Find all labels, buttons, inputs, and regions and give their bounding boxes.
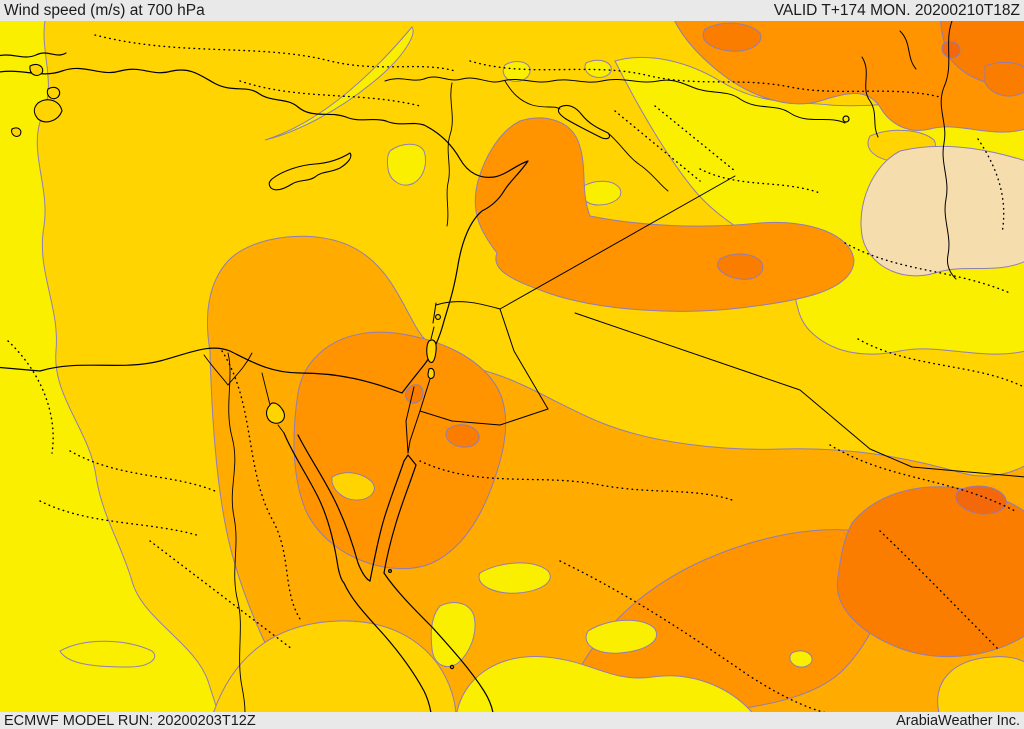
- contour-fill-yellow-patch: [580, 180, 622, 206]
- border-syria-jordan: [435, 301, 501, 310]
- border-iraq-jordan: [499, 175, 736, 310]
- contour-fill-layers: [0, 21, 1024, 712]
- contour-fill-yellow-wedge: [264, 26, 414, 141]
- contour-fill-yellow-patch: [386, 143, 427, 186]
- dotted-contour-lines: [7, 34, 1024, 712]
- contour-fill-yellow-bottom: [456, 656, 753, 712]
- river-euphrates: [607, 132, 669, 192]
- model-run-label: ECMWF MODEL RUN: 20200203T12Z: [4, 712, 256, 729]
- contour-fill-yellow-patch: [584, 59, 612, 78]
- contour-fill-yellow-finger: [59, 640, 156, 668]
- contour-fill-yellow-patch: [502, 61, 531, 82]
- attribution-label: ArabiaWeather Inc.: [896, 712, 1020, 729]
- contour-fill-deep-orange-core: [836, 486, 1024, 657]
- lake-galilee: [435, 314, 441, 320]
- coastline-aqaba-head: [403, 454, 417, 466]
- contour-fill-yellow-blob: [585, 619, 658, 654]
- border-saudi-iraq: [574, 312, 1024, 478]
- suez-canal: [277, 424, 285, 434]
- border-jordan-east: [499, 308, 549, 410]
- island: [388, 568, 393, 573]
- contour-fill-yellow-northeast: [614, 56, 1024, 355]
- contour-fill-deep-orange-ne: [702, 22, 762, 52]
- contour-fill-orange-sinai-core: [293, 331, 507, 570]
- map-title: Wind speed (m/s) at 700 hPa: [4, 1, 205, 19]
- info-bar: ECMWF MODEL RUN: 20200203T12Z ArabiaWeat…: [0, 712, 1024, 729]
- map-canvas: [0, 21, 1024, 712]
- border-jordan-saudi-south: [419, 408, 549, 426]
- lake: [842, 115, 850, 123]
- contour-fill-yellow-blob: [478, 562, 551, 594]
- coastline-red-sea-west: [343, 582, 432, 712]
- river-orontes: [446, 82, 453, 227]
- contour-fill-core-orange-ne: [941, 40, 961, 59]
- island: [33, 99, 63, 123]
- contour-fill-deep-orange-ne: [984, 61, 1024, 97]
- contour-fill-deep-orange-blob: [717, 253, 764, 280]
- rivers: [203, 80, 669, 712]
- lake-dead-sea: [426, 339, 437, 364]
- island: [11, 127, 22, 137]
- island-cyprus: [268, 152, 352, 191]
- border-turkey-iran: [940, 21, 957, 280]
- coastline-gulf-of-suez-west: [283, 432, 345, 584]
- lake-assad: [557, 104, 611, 140]
- contour-fill-beige-lowwind: [860, 145, 1024, 277]
- border-caucasus: [861, 56, 879, 138]
- river-euphrates: [504, 80, 561, 110]
- wind-speed-map: [0, 21, 1024, 712]
- border-turkey-syria: [384, 76, 846, 124]
- contour-fill-yellow-west-band: [0, 21, 219, 712]
- island: [449, 664, 455, 670]
- contour-fill-yellow-blob: [430, 602, 476, 667]
- coastline-red-sea-east: [383, 572, 494, 712]
- lake-dead-sea-south: [427, 367, 435, 379]
- country-borders: [384, 21, 1024, 478]
- coastlines: [0, 52, 850, 712]
- contour-fill-orange-northeast: [674, 21, 1024, 133]
- border-egypt-israel: [405, 386, 415, 454]
- island: [29, 64, 44, 76]
- border-wadi-araba: [407, 378, 431, 454]
- contour-fill-gold-corner: [937, 656, 1024, 712]
- bitter-lake: [265, 402, 285, 424]
- border-caucasus: [899, 30, 917, 70]
- coastline-gulf-of-aqaba-east: [383, 464, 417, 574]
- coastline-gulf-of-suez-east: [297, 434, 371, 582]
- island: [46, 86, 61, 100]
- contour-fill-yellow-blob: [789, 650, 813, 668]
- river-nile-delta-branch: [203, 354, 229, 386]
- contour-fill-core-orange-blob: [955, 485, 1007, 515]
- suez-canal: [261, 372, 271, 406]
- river-nile-delta-branch: [227, 352, 253, 386]
- coastline-mediterranean: [0, 67, 529, 394]
- valid-time-label: VALID T+174 MON. 20200210T18Z: [773, 1, 1020, 19]
- title-bar: Wind speed (m/s) at 700 hPa VALID T+174 …: [0, 0, 1024, 21]
- contour-fill-deep-orange-blob: [445, 424, 480, 448]
- coastline-gulf-of-aqaba-west: [369, 460, 405, 582]
- river-nile: [227, 352, 246, 712]
- contour-fill-gold-bottom: [213, 620, 457, 712]
- contour-fill-gold-tongue: [331, 472, 375, 501]
- border-jordan-river: [430, 302, 437, 340]
- coastline-aegean: [0, 52, 67, 58]
- contour-fill-deep-orange-blob: [405, 384, 424, 404]
